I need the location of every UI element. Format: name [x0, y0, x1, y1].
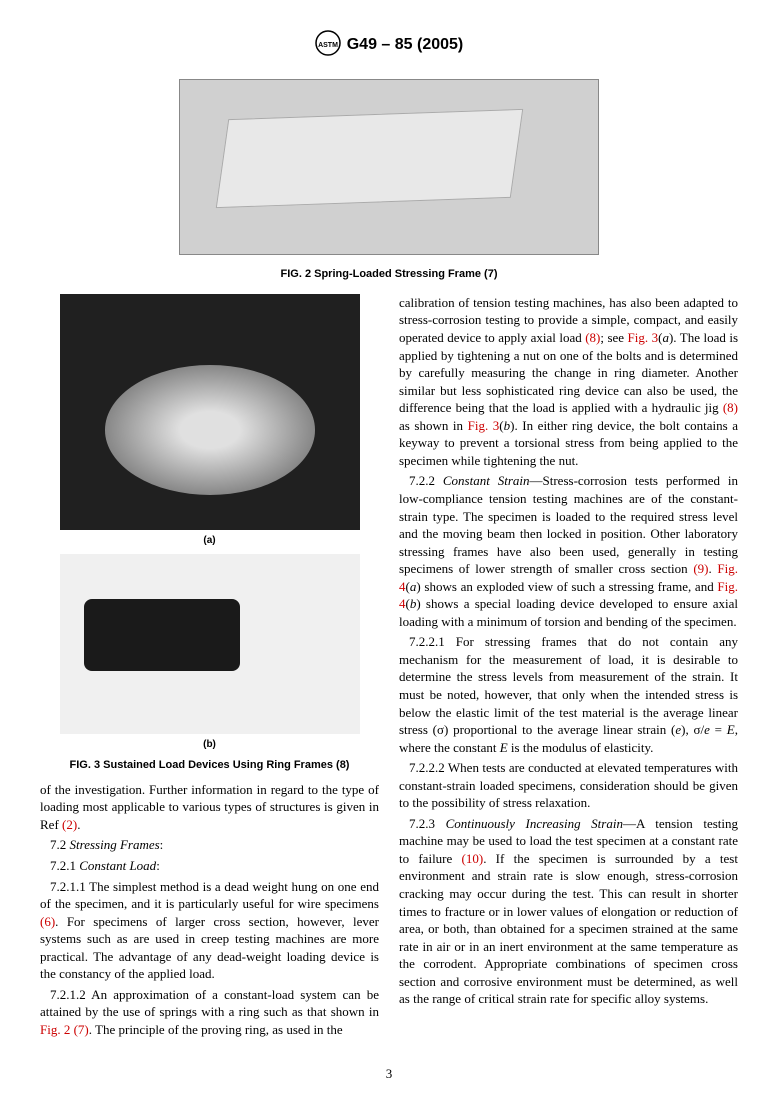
ref-link-8a: (8) [585, 330, 600, 345]
right-para-3: 7.2.2.1 For stressing frames that do not… [399, 633, 738, 756]
left-para-2: 7.2 Stressing Frames: [40, 836, 379, 854]
figure-2-container: FIG. 2 Spring-Loaded Stressing Frame (7) [40, 79, 738, 282]
left-column: FIG. 3 Sustained Load Devices Using Ring… [40, 294, 379, 1042]
left-para-4: 7.2.1.1 The simplest method is a dead we… [40, 878, 379, 983]
left-para-3: 7.2.1 Constant Load: [40, 857, 379, 875]
ref-link-6: (6) [40, 914, 55, 929]
content-columns: FIG. 3 Sustained Load Devices Using Ring… [40, 294, 738, 1042]
astm-logo: ASTM [315, 30, 341, 61]
left-para-5: 7.2.1.2 An approximation of a constant-l… [40, 986, 379, 1039]
svg-text:ASTM: ASTM [318, 42, 338, 49]
figure-2-image [179, 79, 599, 255]
right-para-4: 7.2.2.2 When tests are conducted at elev… [399, 759, 738, 812]
figure-2-caption: FIG. 2 Spring-Loaded Stressing Frame (7) [40, 267, 738, 282]
left-para-1: of the investigation. Further informatio… [40, 781, 379, 834]
figure-3-container: FIG. 3 Sustained Load Devices Using Ring… [40, 294, 379, 773]
document-code: G49 – 85 (2005) [347, 34, 464, 56]
ref-link-10: (10) [462, 851, 484, 866]
right-column: calibration of tension testing machines,… [399, 294, 738, 1042]
figure-3a-image [60, 294, 360, 530]
ref-link-9: (9) [693, 561, 708, 576]
figure-3b-image [60, 554, 360, 734]
figure-3-caption: FIG. 3 Sustained Load Devices Using Ring… [40, 758, 379, 773]
ref-link-fig3b: Fig. 3 [468, 418, 500, 433]
ref-link-fig3a: Fig. 3 [628, 330, 659, 345]
right-para-1: calibration of tension testing machines,… [399, 294, 738, 469]
page-number: 3 [40, 1065, 738, 1083]
right-para-5: 7.2.3 Continuously Increasing Strain—A t… [399, 815, 738, 1008]
ref-link-2: (2) [62, 817, 77, 832]
ref-link-8b: (8) [723, 400, 738, 415]
ref-link-7: (7) [74, 1022, 89, 1037]
right-para-2: 7.2.2 Constant Strain—Stress-corrosion t… [399, 472, 738, 630]
document-header: ASTM G49 – 85 (2005) [40, 30, 738, 61]
ref-link-fig2: Fig. 2 [40, 1022, 70, 1037]
